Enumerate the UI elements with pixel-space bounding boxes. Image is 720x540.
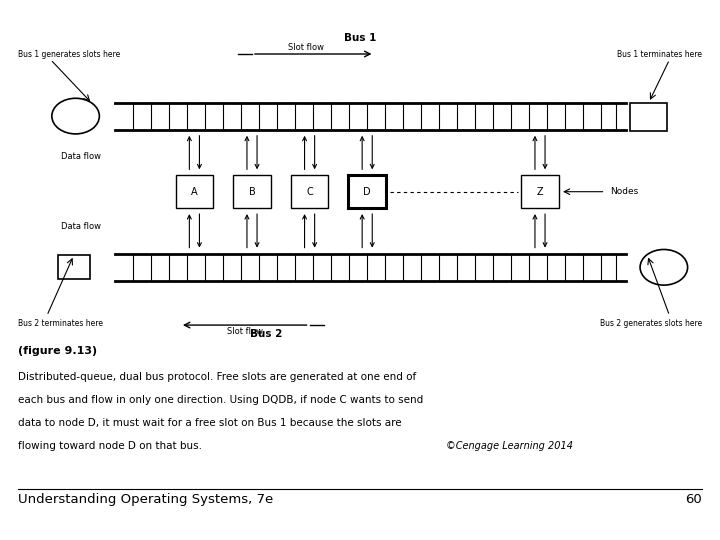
Text: Bus 1: Bus 1 — [344, 33, 376, 43]
Text: Distributed-queue, dual bus protocol. Free slots are generated at one end of: Distributed-queue, dual bus protocol. Fr… — [18, 372, 416, 382]
Text: 60: 60 — [685, 493, 702, 506]
Text: Bus 2 terminates here: Bus 2 terminates here — [18, 319, 103, 328]
Text: Slot flow: Slot flow — [227, 327, 263, 336]
Text: flowing toward node D on that bus.: flowing toward node D on that bus. — [18, 441, 202, 451]
Text: Bus 2: Bus 2 — [251, 329, 282, 340]
Bar — [233, 176, 271, 208]
Text: C: C — [306, 187, 313, 197]
Bar — [58, 255, 90, 280]
Text: Bus 1 terminates here: Bus 1 terminates here — [617, 50, 702, 59]
Text: A: A — [191, 187, 198, 197]
Bar — [630, 103, 667, 131]
Text: B: B — [248, 187, 256, 197]
Bar — [348, 176, 386, 208]
Text: Understanding Operating Systems, 7e: Understanding Operating Systems, 7e — [18, 493, 274, 506]
Text: D: D — [364, 187, 371, 197]
Text: data to node D, it must wait for a free slot on Bus 1 because the slots are: data to node D, it must wait for a free … — [18, 418, 402, 428]
Text: Z: Z — [536, 187, 544, 197]
Text: each bus and flow in only one direction. Using DQDB, if node C wants to send: each bus and flow in only one direction.… — [18, 395, 423, 405]
Text: Bus 2 generates slots here: Bus 2 generates slots here — [600, 319, 702, 328]
Bar — [291, 176, 328, 208]
Text: Data flow: Data flow — [61, 222, 102, 231]
Text: Slot flow: Slot flow — [288, 43, 324, 52]
Text: ©Cengage Learning 2014: ©Cengage Learning 2014 — [446, 441, 573, 451]
Bar — [176, 176, 213, 208]
Bar — [521, 176, 559, 208]
Text: Data flow: Data flow — [61, 152, 102, 161]
Text: Bus 1 generates slots here: Bus 1 generates slots here — [18, 50, 120, 59]
Text: (figure 9.13): (figure 9.13) — [18, 346, 97, 356]
Text: Nodes: Nodes — [611, 187, 639, 196]
